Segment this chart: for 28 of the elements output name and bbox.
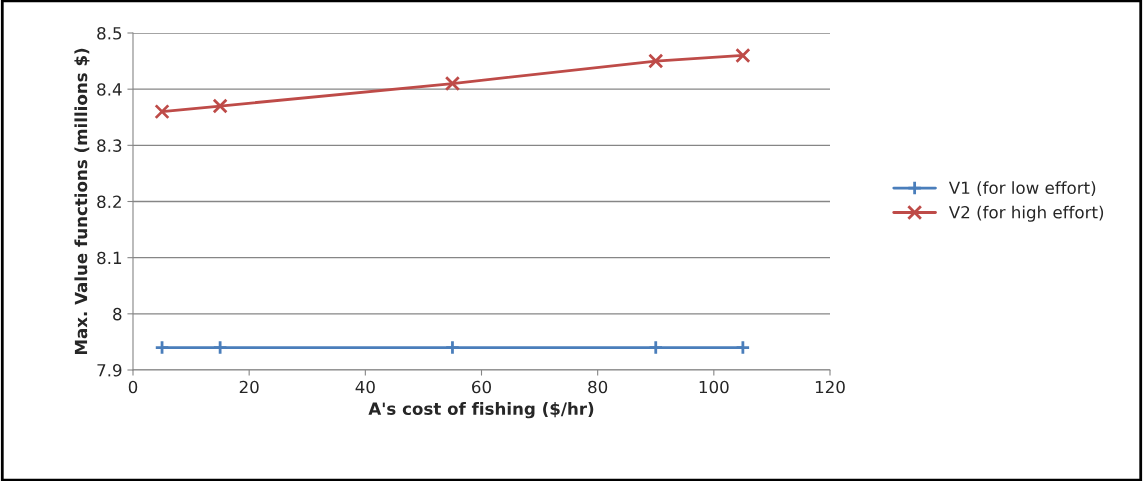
x-axis-title: A's cost of fishing ($/hr) <box>368 402 594 419</box>
point <box>735 47 751 64</box>
point <box>212 98 228 114</box>
point <box>648 339 664 356</box>
y-tick-label: 8 <box>113 307 122 321</box>
y-tick-label: 8.3 <box>97 139 122 152</box>
y-tick-label: 8.4 <box>97 83 122 96</box>
y-tick-label: 8.2 <box>97 195 121 209</box>
point <box>154 103 170 120</box>
point <box>444 339 461 356</box>
legend-label: V2 (for high effort) <box>948 205 1104 222</box>
y-tick-label: 8.5 <box>97 26 122 40</box>
x-tick-label: 0 <box>128 380 138 394</box>
point <box>444 75 461 92</box>
x-tick-label: 120 <box>815 380 845 394</box>
y-tick-label: 8.1 <box>97 251 122 265</box>
point <box>735 339 751 356</box>
y-axis-title: Max. Value functions (millions $) <box>74 48 90 355</box>
point <box>212 339 228 356</box>
x-tick-label: 100 <box>699 380 729 394</box>
point <box>154 339 170 356</box>
x-tick-label: 60 <box>472 380 491 394</box>
legend-label: V1 (for low effort) <box>948 181 1096 197</box>
x-tick-label: 20 <box>239 380 259 394</box>
y-tick-label: 7.9 <box>97 363 122 377</box>
x-tick-label: 80 <box>588 380 608 394</box>
x-tick-label: 40 <box>355 380 375 394</box>
point <box>648 53 664 69</box>
